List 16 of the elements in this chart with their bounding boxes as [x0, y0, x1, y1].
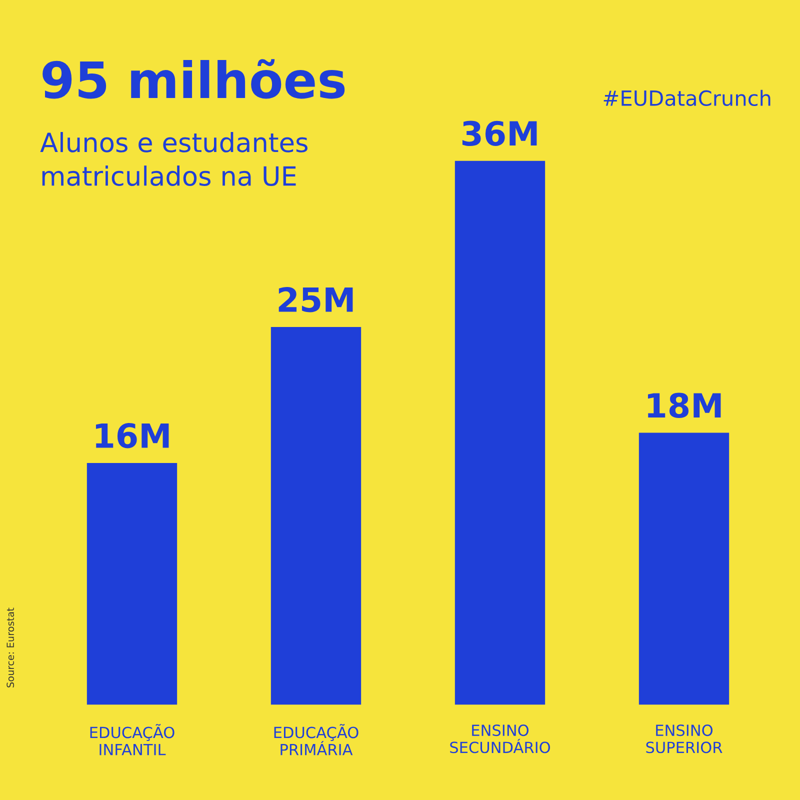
- x-tick-label: EDUCAÇÃO PRIMÁRIA: [274, 724, 358, 756]
- data-label: 25M: [278, 287, 353, 312]
- text: #EUDataCrunch: [604, 90, 770, 106]
- source-note: Source: Eurostat: [6, 608, 14, 688]
- data-label: 18M: [648, 392, 721, 418]
- x-tick-label: EDUCAÇÃO INFANTIL: [90, 724, 174, 756]
- data-label: 36M: [462, 120, 537, 146]
- chart-title: 95 milhões: [42, 59, 345, 99]
- chart-subtitle: Alunos e estudantes matriculados na UE: [40, 132, 308, 186]
- data-label: 16M: [96, 423, 169, 448]
- bar: [454, 160, 546, 705]
- x-tick-label: ENSINO SECUNDÁRIO: [450, 724, 550, 754]
- bar: [86, 463, 178, 705]
- bar: [270, 327, 362, 705]
- x-tick-label: ENSINO SUPERIOR: [646, 724, 722, 754]
- bar: [638, 432, 730, 705]
